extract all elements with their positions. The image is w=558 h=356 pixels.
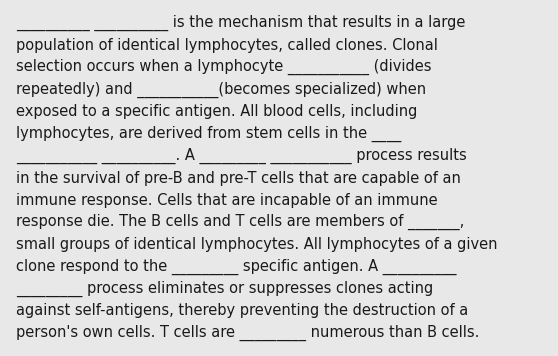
- Text: population of identical lymphocytes, called clones. Clonal: population of identical lymphocytes, cal…: [16, 38, 438, 53]
- Text: response die. The B cells and T cells are members of _______,: response die. The B cells and T cells ar…: [16, 214, 464, 230]
- Text: person's own cells. T cells are _________ numerous than B cells.: person's own cells. T cells are ________…: [16, 325, 479, 341]
- Text: against self-antigens, thereby preventing the destruction of a: against self-antigens, thereby preventin…: [16, 303, 468, 318]
- Text: __________ __________ is the mechanism that results in a large: __________ __________ is the mechanism t…: [16, 15, 465, 31]
- Text: selection occurs when a lymphocyte ___________ (divides: selection occurs when a lymphocyte _____…: [16, 59, 432, 75]
- Text: clone respond to the _________ specific antigen. A __________: clone respond to the _________ specific …: [16, 258, 456, 274]
- Text: immune response. Cells that are incapable of an immune: immune response. Cells that are incapabl…: [16, 193, 438, 208]
- Text: _________ process eliminates or suppresses clones acting: _________ process eliminates or suppress…: [16, 281, 434, 297]
- Text: exposed to a specific antigen. All blood cells, including: exposed to a specific antigen. All blood…: [16, 104, 417, 119]
- Text: lymphocytes, are derived from stem cells in the ____: lymphocytes, are derived from stem cells…: [16, 126, 401, 142]
- Text: repeatedly) and ___________(becomes specialized) when: repeatedly) and ___________(becomes spec…: [16, 82, 426, 98]
- Text: ___________ __________. A _________ ___________ process results: ___________ __________. A _________ ____…: [16, 148, 467, 164]
- Text: small groups of identical lymphocytes. All lymphocytes of a given: small groups of identical lymphocytes. A…: [16, 237, 498, 252]
- Text: in the survival of pre-B and pre-T cells that are capable of an: in the survival of pre-B and pre-T cells…: [16, 171, 461, 185]
